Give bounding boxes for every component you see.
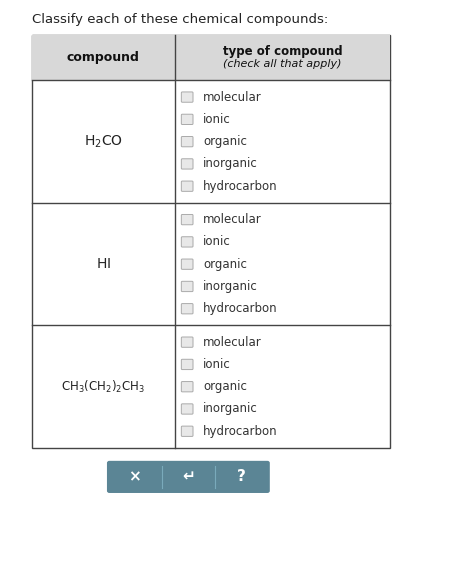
- Text: type of compound: type of compound: [223, 45, 342, 58]
- FancyBboxPatch shape: [182, 92, 193, 102]
- Text: molecular: molecular: [203, 213, 262, 226]
- Text: inorganic: inorganic: [203, 157, 258, 170]
- FancyBboxPatch shape: [182, 337, 193, 347]
- FancyBboxPatch shape: [182, 303, 193, 314]
- FancyBboxPatch shape: [182, 426, 193, 436]
- Text: ionic: ionic: [203, 113, 231, 126]
- Text: organic: organic: [203, 380, 247, 393]
- Text: ×: ×: [128, 469, 141, 485]
- Text: ionic: ionic: [203, 235, 231, 248]
- FancyBboxPatch shape: [182, 159, 193, 169]
- FancyBboxPatch shape: [182, 404, 193, 414]
- Text: ↵: ↵: [182, 469, 195, 485]
- Bar: [32, 35, 390, 448]
- FancyBboxPatch shape: [182, 215, 193, 225]
- Text: $\mathregular{H_2CO}$: $\mathregular{H_2CO}$: [84, 133, 123, 150]
- Text: molecular: molecular: [203, 90, 262, 103]
- Text: molecular: molecular: [203, 336, 262, 349]
- Text: hydrocarbon: hydrocarbon: [203, 302, 278, 315]
- FancyBboxPatch shape: [182, 181, 193, 191]
- FancyBboxPatch shape: [182, 114, 193, 124]
- FancyBboxPatch shape: [182, 259, 193, 269]
- Text: ?: ?: [237, 469, 246, 485]
- FancyBboxPatch shape: [182, 136, 193, 147]
- Text: ionic: ionic: [203, 358, 231, 371]
- Text: $\mathregular{CH_3(CH_2)_2CH_3}$: $\mathregular{CH_3(CH_2)_2CH_3}$: [61, 379, 146, 395]
- FancyBboxPatch shape: [182, 360, 193, 370]
- Text: inorganic: inorganic: [203, 403, 258, 415]
- FancyBboxPatch shape: [107, 461, 270, 493]
- Text: compound: compound: [67, 51, 140, 64]
- Text: inorganic: inorganic: [203, 280, 258, 293]
- Text: (check all that apply): (check all that apply): [223, 59, 342, 69]
- Text: organic: organic: [203, 135, 247, 148]
- Text: hydrocarbon: hydrocarbon: [203, 179, 278, 193]
- FancyBboxPatch shape: [182, 281, 193, 291]
- FancyBboxPatch shape: [182, 382, 193, 392]
- Bar: [32, 35, 390, 81]
- Text: hydrocarbon: hydrocarbon: [203, 425, 278, 438]
- Text: Classify each of these chemical compounds:: Classify each of these chemical compound…: [32, 13, 328, 26]
- Text: organic: organic: [203, 258, 247, 271]
- FancyBboxPatch shape: [182, 237, 193, 247]
- Text: $\mathregular{HI}$: $\mathregular{HI}$: [96, 257, 111, 271]
